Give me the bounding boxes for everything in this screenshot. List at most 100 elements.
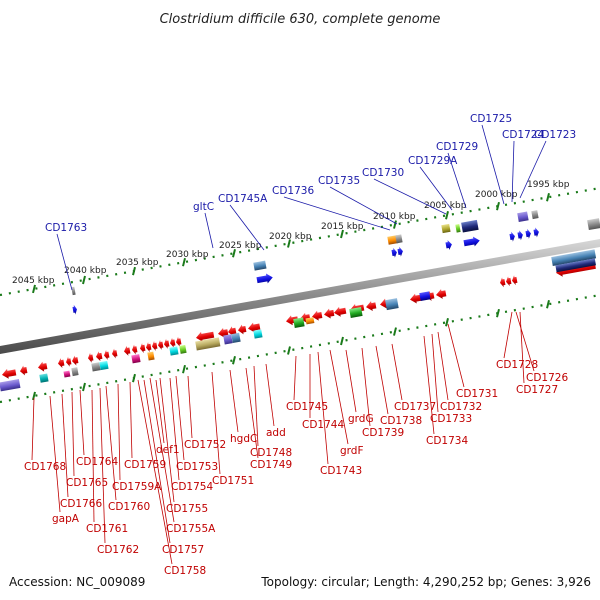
bottom-gene-label[interactable]: gapA [52,513,80,525]
ruler-major-tick [496,201,500,211]
bottom-leader-line [71,391,75,477]
genome-backbone [0,239,600,354]
bottom-gene-label[interactable]: CD1748 [250,447,292,459]
top-leader-line [511,140,515,203]
bottom-leader-line [245,367,259,459]
reverse-gene-arrow [436,289,447,299]
reverse-gene-arrow [72,355,79,366]
bottom-gene-label[interactable]: CD1733 [430,413,472,425]
forward-gene-arrow [397,246,403,257]
bottom-gene-label[interactable]: CD1765 [66,477,108,489]
bottom-gene-label[interactable]: CD1752 [184,439,226,451]
bottom-gene-label[interactable]: CD1753 [176,461,218,473]
backbone-bar [0,239,600,354]
top-gene-label[interactable]: CD1729A [408,155,458,167]
top-gene-label[interactable]: CD1724 [502,129,544,141]
bottom-gene-label[interactable]: add [266,427,286,439]
bottom-gene-label[interactable]: CD1744 [302,419,344,431]
ruler-bottom [0,293,600,404]
bottom-gene-label[interactable]: def1 [156,444,180,456]
kbp-tick-label: 2010 kbp [373,212,416,222]
bottom-gene-label[interactable]: CD1734 [426,435,468,447]
bottom-gene-label[interactable]: CD1762 [97,544,139,556]
bottom-gene-label[interactable]: CD1764 [76,456,118,468]
top-gene-label[interactable]: CD1730 [362,167,404,179]
ruler-major-tick [82,382,86,392]
bottom-gene-label[interactable]: CD1737 [394,401,436,413]
feature-block [349,307,363,319]
ruler-major-tick [393,220,397,229]
feature-block [385,298,399,311]
bottom-gene-label[interactable]: CD1738 [380,415,422,427]
bottom-leader-line [345,349,357,413]
bottom-gene-label[interactable]: CD1755A [166,523,216,535]
feature-block [147,351,155,361]
bottom-gene-label[interactable]: CD1759 [124,459,166,471]
reverse-gene-arrow [196,331,215,342]
reverse-gene-arrow [164,338,170,349]
reverse-gene-arrow [124,345,131,356]
reverse-gene-arrow [112,348,118,359]
top-gene-label[interactable]: CD1736 [272,185,314,197]
top-gene-label[interactable]: gltC [193,201,214,213]
kbp-tick-label: 2020 kbp [269,232,312,242]
top-gene-label[interactable]: CD1729 [436,141,478,153]
kbp-tick-label: 2015 kbp [321,222,364,232]
ruler-major-tick [546,193,550,202]
bottom-gene-label[interactable]: CD1755 [166,503,208,515]
bottom-leader-line [99,387,106,544]
bottom-gene-label[interactable]: CD1728 [496,359,538,371]
feature-block [99,360,109,371]
top-gene-label[interactable]: CD1745A [218,193,268,205]
bottom-gene-label[interactable]: CD1754 [171,481,213,493]
bottom-gene-label[interactable]: grdG [348,413,374,425]
bottom-gene-label[interactable]: CD1768 [24,461,66,473]
feature-block [293,317,305,329]
kbp-tick-label: 2030 kbp [166,250,209,260]
feature-block [63,370,71,378]
bottom-gene-label[interactable]: CD1760 [108,501,150,513]
feature-block [455,224,461,233]
bottom-gene-label[interactable]: CD1743 [320,465,362,477]
bottom-gene-label[interactable]: CD1749 [250,459,292,471]
bottom-gene-label[interactable]: CD1739 [362,427,404,439]
top-gene-label[interactable]: CD1725 [470,113,512,125]
top-gene-label[interactable]: CD1735 [318,175,360,187]
ruler-major-tick [287,239,291,248]
bottom-gene-label[interactable]: CD1751 [212,475,254,487]
top-leader-line [519,140,547,199]
bottom-gene-label[interactable]: hgdC [230,433,257,445]
ruler-major-tick [182,257,186,267]
bottom-gene-label[interactable]: CD1731 [456,388,498,400]
top-gene-label[interactable]: CD1723 [534,129,576,141]
bottom-leader-line [253,365,259,447]
bottom-gene-label[interactable]: CD1758 [164,565,206,577]
top-leader-line [329,186,398,225]
bottom-leader-line [175,375,185,461]
page-title: Clostridium difficile 630, complete geno… [160,12,441,27]
bottom-leader-line [519,311,525,384]
bottom-gene-label[interactable]: CD1745 [286,401,328,413]
top-gene-label[interactable]: CD1763 [45,222,87,234]
bottom-gene-label[interactable]: CD1761 [86,523,128,535]
bottom-leader-line [391,343,403,401]
reverse-gene-arrow [176,336,182,347]
bottom-gene-label[interactable]: CD1727 [516,384,558,396]
bottom-gene-label[interactable]: grdF [340,445,364,457]
bottom-gene-label[interactable]: CD1766 [60,498,102,510]
feature-block [253,329,263,339]
bottom-gene-label[interactable]: CD1732 [440,401,482,413]
reverse-gene-arrow [312,310,323,321]
feature-block [0,379,21,392]
top-leader-line [204,212,214,249]
forward-gene-arrow [72,304,77,315]
bottom-gene-label[interactable]: CD1726 [526,372,568,384]
forward-gene-arrow [256,273,273,284]
bottom-gene-label[interactable]: CD1757 [162,544,204,556]
bottom-gene-label[interactable]: CD1759A [112,481,162,493]
feature-block [461,219,479,233]
feature-block [419,291,431,302]
forward-gene-arrow [463,236,480,247]
